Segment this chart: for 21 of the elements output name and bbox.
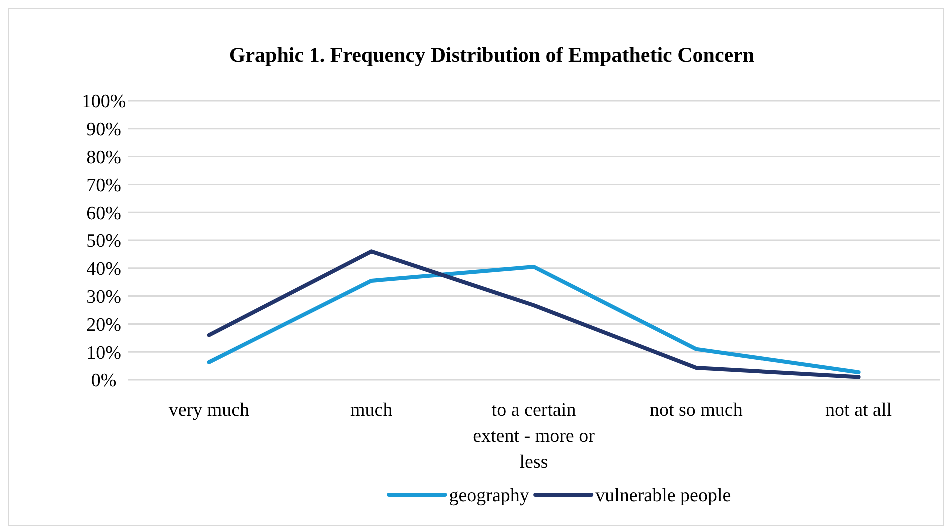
- chart-title: Graphic 1. Frequency Distribution of Empathetic Concern: [229, 43, 755, 67]
- y-tick-label: 10%: [86, 342, 122, 364]
- x-tick-label: to a certain extent - more or less: [473, 400, 596, 473]
- y-tick-label: 50%: [86, 231, 122, 252]
- x-tick-label: not at all: [826, 400, 892, 421]
- y-tick-label: 90%: [86, 120, 122, 141]
- y-tick-label: 100%: [82, 92, 126, 113]
- line-series: [207, 250, 861, 380]
- line-series: [207, 265, 861, 374]
- x-tick-label: very much: [168, 400, 250, 421]
- y-tick-label: 30%: [86, 286, 122, 308]
- x-tick-label: not so much: [650, 400, 744, 421]
- y-tick-label: 60%: [86, 203, 122, 224]
- x-tick-label: much: [350, 400, 394, 421]
- y-tick-label: 0%: [91, 370, 117, 392]
- y-tick-label: 80%: [86, 147, 122, 168]
- y-tick-label: 40%: [86, 259, 122, 280]
- legend-label: geography: [449, 486, 530, 507]
- y-tick-label: 20%: [86, 314, 122, 336]
- legend-label: vulnerable people: [596, 486, 732, 507]
- y-tick-label: 70%: [86, 175, 122, 196]
